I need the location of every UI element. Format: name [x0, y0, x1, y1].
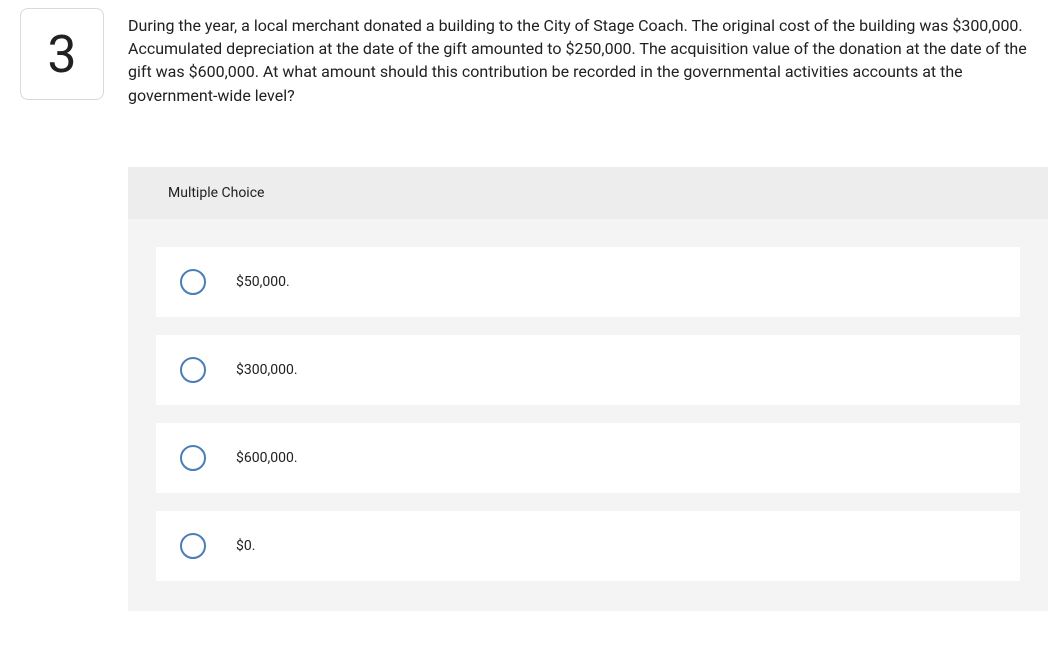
question-right-column: During the year, a local merchant donate… [104, 8, 1060, 611]
radio-icon[interactable] [180, 269, 206, 295]
option-label: $300,000. [236, 362, 298, 378]
question-number-box: 3 [20, 8, 104, 100]
option-label: $0. [236, 538, 255, 554]
question-text: During the year, a local merchant donate… [128, 8, 1048, 107]
radio-icon[interactable] [180, 445, 206, 471]
option-row[interactable]: $300,000. [156, 335, 1020, 405]
radio-icon[interactable] [180, 533, 206, 559]
option-label: $50,000. [236, 274, 290, 290]
option-row[interactable]: $50,000. [156, 247, 1020, 317]
question-number: 3 [47, 24, 76, 85]
radio-icon[interactable] [180, 357, 206, 383]
option-row[interactable]: $0. [156, 511, 1020, 581]
multiple-choice-header: Multiple Choice [128, 167, 1048, 219]
option-label: $600,000. [236, 450, 298, 466]
question-container: 3 During the year, a local merchant dona… [0, 0, 1060, 611]
multiple-choice-panel: Multiple Choice $50,000. $300,000. $600,… [128, 167, 1048, 611]
option-row[interactable]: $600,000. [156, 423, 1020, 493]
options-area: $50,000. $300,000. $600,000. $0. [128, 219, 1048, 611]
